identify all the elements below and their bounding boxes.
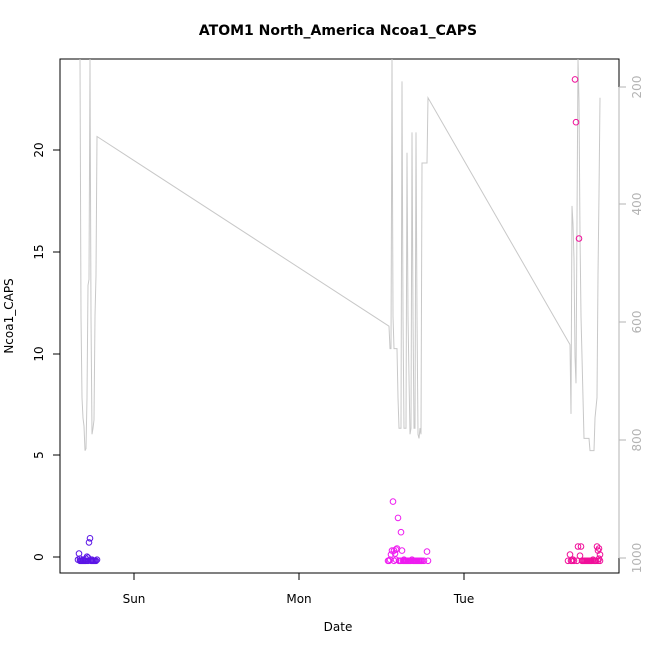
data-point — [397, 528, 405, 536]
y-tick-label-20: 20 — [32, 142, 46, 157]
data-point — [91, 557, 99, 565]
y-tick-label-5: 5 — [32, 451, 46, 459]
data-point — [397, 557, 405, 565]
data-point — [570, 557, 578, 565]
y-right-tick-label-800: 800 — [630, 429, 644, 452]
data-point — [596, 551, 604, 558]
data-point — [88, 557, 96, 565]
data-point — [389, 498, 397, 505]
data-point — [85, 539, 93, 546]
secondary-series-line — [79, 59, 601, 452]
data-point — [392, 546, 400, 553]
y-tick-label-10: 10 — [32, 346, 46, 361]
data-point — [423, 548, 431, 555]
data-point — [568, 557, 576, 565]
point-series-1 — [74, 535, 101, 565]
point-series-3 — [564, 76, 604, 565]
data-point — [394, 514, 402, 522]
y-tick-label-15: 15 — [32, 244, 46, 259]
point-series-2 — [384, 498, 432, 565]
chart-title: ATOM1 North_America Ncoa1_CAPS — [199, 23, 477, 39]
data-point — [595, 545, 603, 552]
data-point — [566, 551, 574, 558]
data-point — [577, 543, 585, 550]
x-axis: Sun Mon Tue — [123, 572, 475, 606]
y-axis-left: 0 5 10 15 20 — [32, 142, 61, 561]
data-point — [575, 235, 583, 242]
y-right-tick-label-600: 600 — [630, 311, 644, 334]
plot-frame — [59, 58, 620, 574]
data-point — [424, 557, 432, 565]
data-point — [596, 557, 604, 565]
data-point — [84, 554, 92, 562]
data-point — [398, 547, 406, 554]
x-tick-label-tue: Tue — [453, 592, 475, 606]
y-tick-label-0: 0 — [32, 553, 46, 561]
data-point — [571, 76, 579, 83]
data-point — [572, 118, 580, 126]
y-axis-right: 200 400 600 800 1000 — [618, 76, 644, 574]
data-point — [83, 553, 91, 561]
data-point — [86, 535, 94, 542]
plot-area — [74, 59, 604, 565]
data-point — [593, 543, 601, 550]
data-point — [400, 557, 408, 565]
y-right-tick-label-200: 200 — [630, 76, 644, 99]
y-right-tick-label-400: 400 — [630, 193, 644, 216]
data-point — [79, 557, 87, 565]
x-axis-title: Date — [324, 620, 353, 634]
data-point — [420, 557, 428, 565]
x-tick-label-mon: Mon — [286, 592, 311, 606]
y-right-tick-label-1000: 1000 — [630, 543, 644, 574]
y-axis-title: Ncoa1_CAPS — [2, 278, 16, 353]
data-point — [385, 557, 393, 565]
data-point — [569, 556, 577, 564]
data-point — [574, 543, 582, 550]
x-tick-label-sun: Sun — [123, 592, 146, 606]
